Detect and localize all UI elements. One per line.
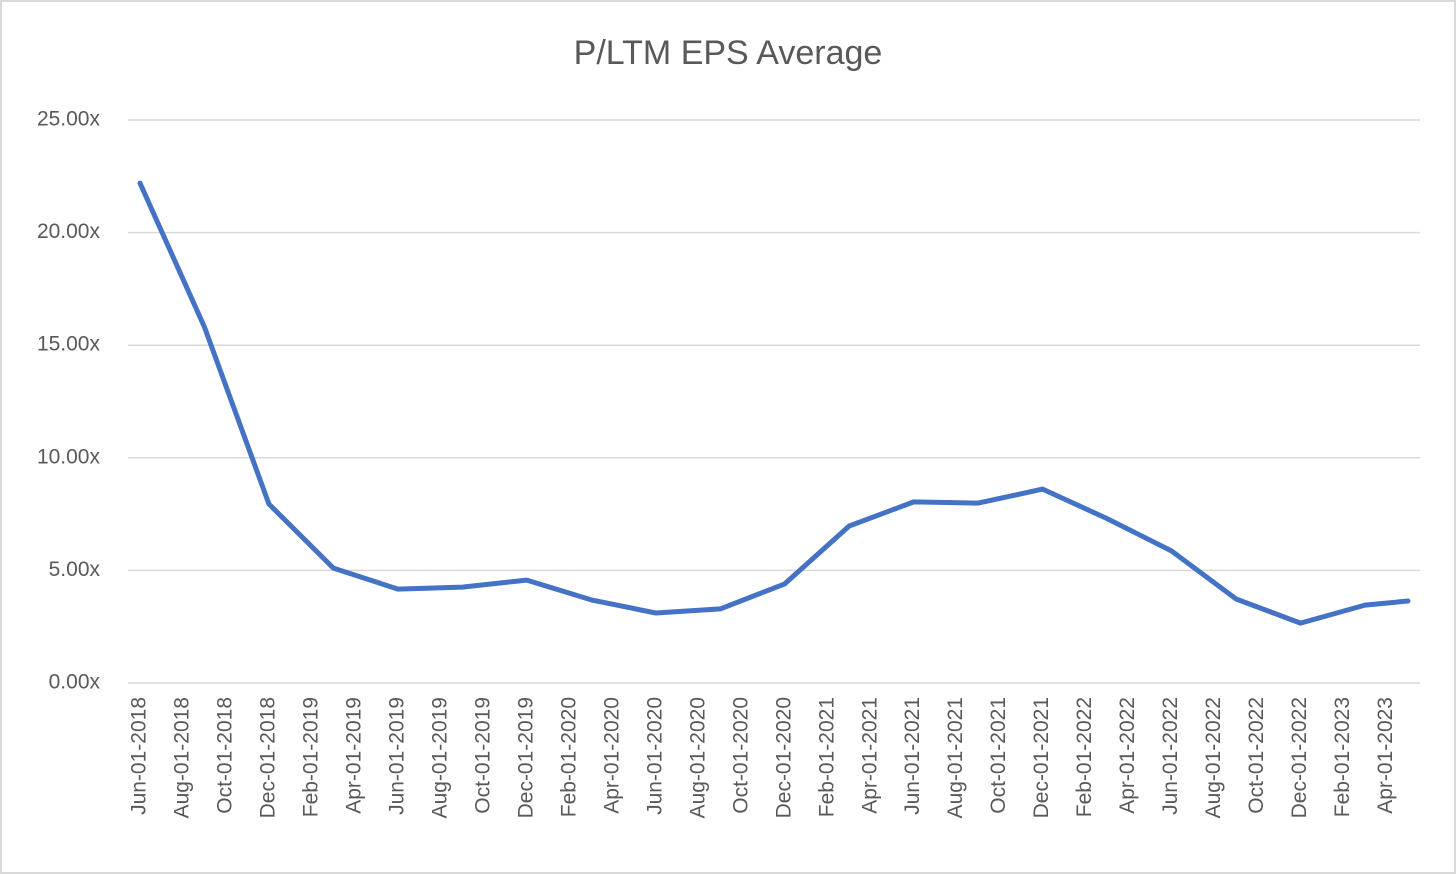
x-tick-label: Feb-01-2022 <box>1073 697 1096 817</box>
x-tick-label: Jun-01-2021 <box>901 697 924 815</box>
x-tick-label: Oct-01-2019 <box>471 697 494 814</box>
x-tick-label: Aug-01-2018 <box>171 697 194 818</box>
x-tick-label: Oct-01-2020 <box>729 697 752 814</box>
x-tick-label: Apr-01-2020 <box>600 697 623 814</box>
x-tick-label: Feb-01-2019 <box>299 697 322 817</box>
x-tick-label: Feb-01-2023 <box>1331 697 1354 817</box>
y-tick-label: 10.00x <box>37 445 101 468</box>
chart-title: P/LTM EPS Average <box>574 34 883 72</box>
y-tick-label: 25.00x <box>37 108 101 131</box>
x-tick-label: Oct-01-2018 <box>214 697 237 814</box>
x-tick-label: Dec-01-2018 <box>256 697 279 818</box>
y-tick-label: 5.00x <box>49 558 101 581</box>
x-tick-label: Apr-01-2021 <box>858 697 881 814</box>
x-tick-label: Apr-01-2022 <box>1116 697 1139 814</box>
y-tick-label: 15.00x <box>37 333 101 356</box>
x-tick-label: Apr-01-2023 <box>1374 697 1397 814</box>
x-tick-label: Oct-01-2022 <box>1245 697 1268 814</box>
x-tick-label: Aug-01-2021 <box>944 697 967 818</box>
x-tick-label: Aug-01-2022 <box>1202 697 1225 818</box>
x-tick-label: Apr-01-2019 <box>342 697 365 814</box>
y-tick-label: 0.00x <box>49 671 101 694</box>
x-tick-label: Dec-01-2022 <box>1288 697 1311 818</box>
x-tick-label: Jun-01-2020 <box>643 697 666 815</box>
x-tick-label: Dec-01-2019 <box>514 697 537 818</box>
line <box>137 180 1411 626</box>
x-tick-label: Aug-01-2019 <box>428 697 451 818</box>
x-tick-label: Aug-01-2020 <box>686 697 709 818</box>
x-tick-label: Dec-01-2020 <box>772 697 795 818</box>
x-tick-label: Jun-01-2019 <box>385 697 408 815</box>
x-tick-label: Feb-01-2021 <box>815 697 838 817</box>
x-tick-label: Oct-01-2021 <box>987 697 1010 814</box>
x-tick-label: Feb-01-2020 <box>557 697 580 817</box>
x-tick-label: Jun-01-2018 <box>128 697 151 815</box>
x-tick-label: Dec-01-2021 <box>1030 697 1053 818</box>
x-tick-label: Jun-01-2022 <box>1159 697 1182 815</box>
y-tick-label: 20.00x <box>37 220 101 243</box>
